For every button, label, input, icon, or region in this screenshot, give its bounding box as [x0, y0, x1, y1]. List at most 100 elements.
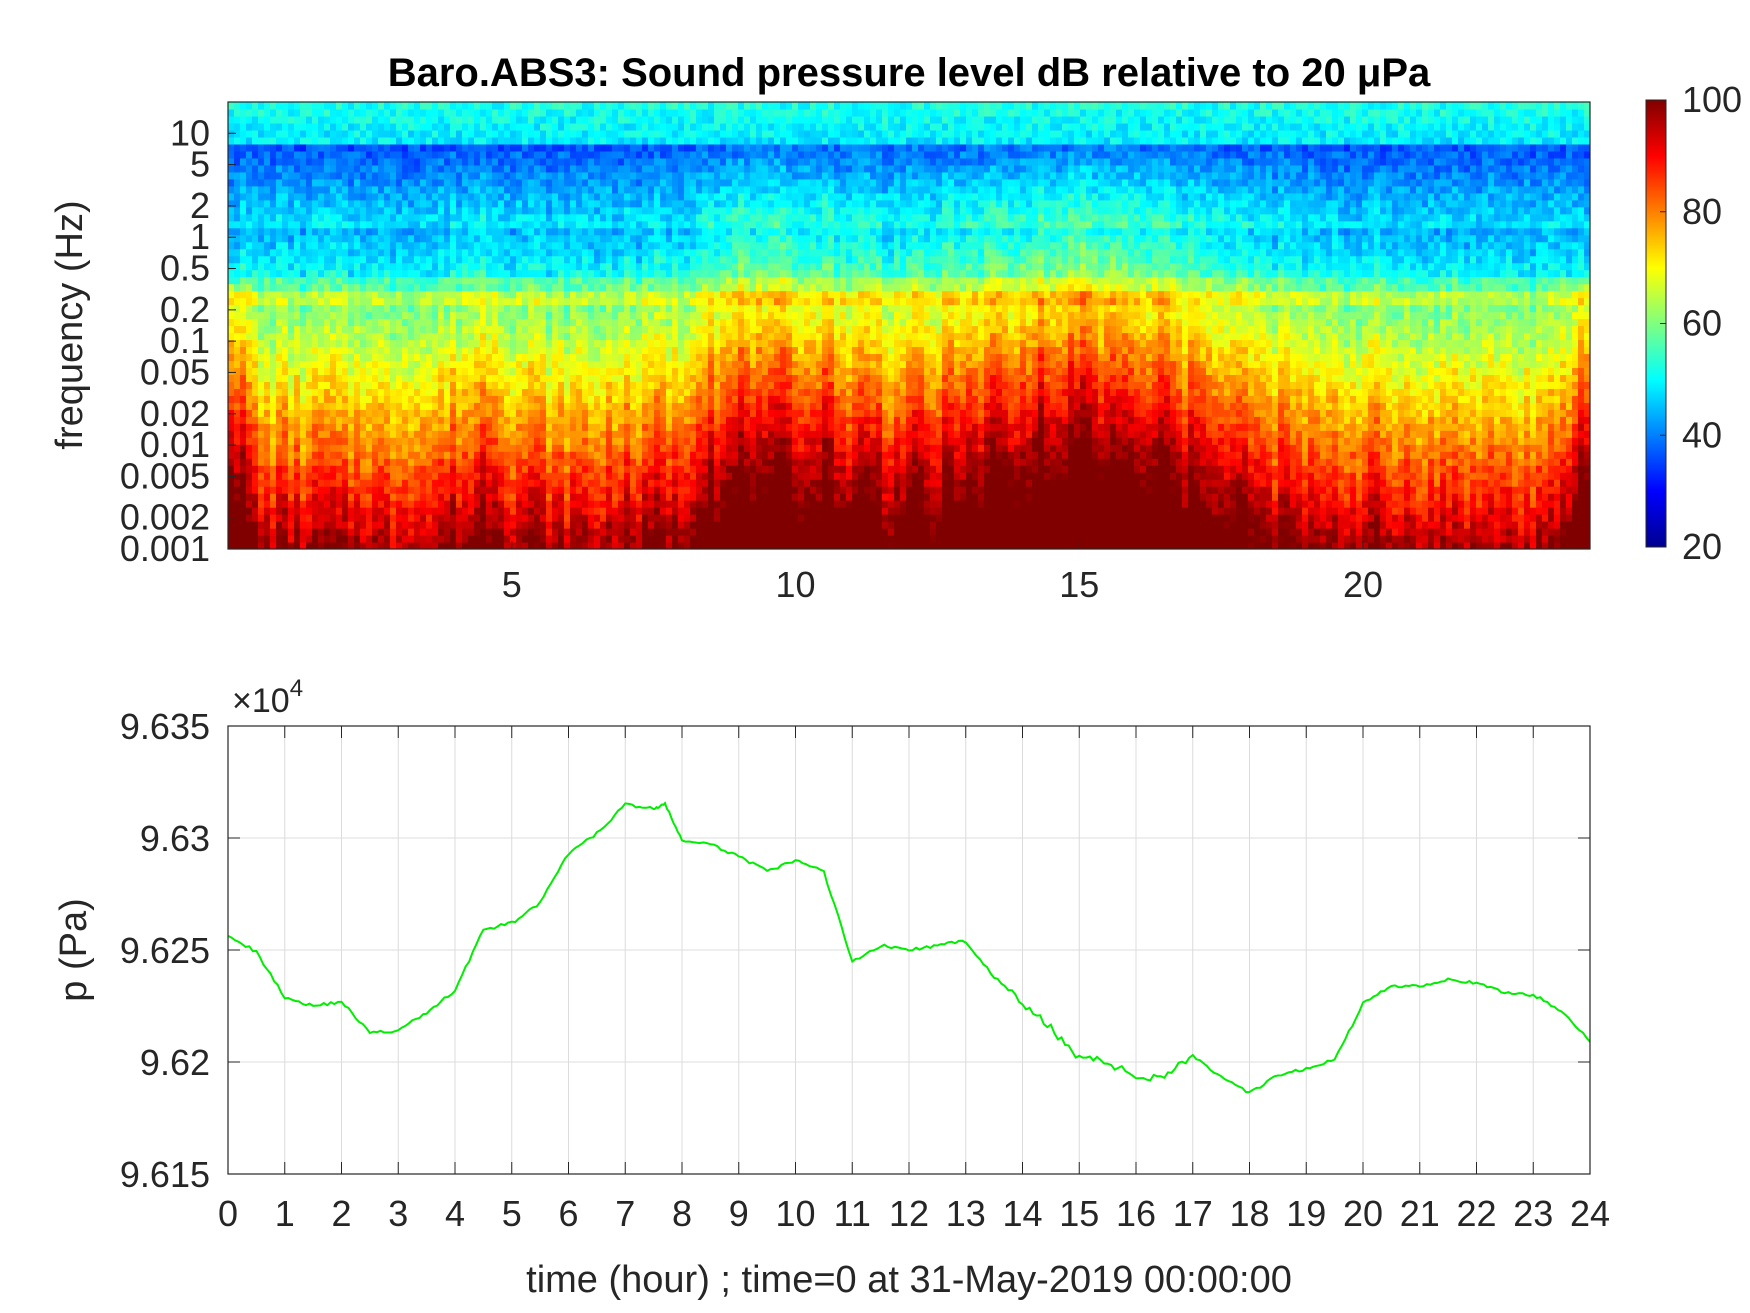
- spectrogram-cell: [342, 430, 349, 438]
- spectrogram-cell: [276, 374, 283, 382]
- spectrogram-cell: [612, 521, 619, 529]
- spectrogram-cell: [252, 521, 259, 529]
- spectrogram-cell: [678, 150, 685, 159]
- spectrogram-cell: [636, 164, 643, 173]
- spectrogram-cell: [684, 255, 691, 264]
- spectrogram-cell: [300, 339, 307, 348]
- spectrogram-cell: [492, 325, 499, 334]
- spectrogram-cell: [606, 437, 613, 445]
- spectrogram-cell: [654, 262, 661, 271]
- spectrogram-cell: [642, 227, 649, 236]
- spectrogram-cell: [306, 241, 313, 250]
- spectrogram-cell: [366, 290, 373, 299]
- spectrogram-cell: [588, 262, 595, 271]
- spectrogram-cell: [348, 171, 355, 180]
- spectrogram-cell: [300, 143, 307, 152]
- spectrogram-cell: [234, 276, 241, 285]
- spectrogram-cell: [294, 465, 301, 473]
- spectrogram-cell: [546, 297, 553, 306]
- spectrogram-cell: [300, 423, 307, 431]
- spectrogram-cell: [690, 129, 697, 138]
- spectrogram-cell: [666, 542, 673, 549]
- spectrogram-cell: [366, 206, 373, 215]
- spectrogram-cell: [600, 185, 607, 194]
- spectrogram-cell: [552, 472, 559, 480]
- spectrogram-cell: [690, 437, 697, 445]
- spectrogram-cell: [372, 388, 379, 396]
- spectrogram-cell: [390, 409, 397, 417]
- spectrogram-cell: [474, 423, 481, 431]
- spectrogram-cell: [480, 122, 487, 131]
- spectrogram-cell: [528, 304, 535, 313]
- spectrogram-cell: [522, 395, 529, 403]
- spectrogram-cell: [324, 472, 331, 480]
- spectrogram-cell: [282, 402, 289, 410]
- spectrogram-cell: [354, 171, 361, 180]
- spectrogram-cell: [486, 423, 493, 431]
- spectrogram-cell: [642, 283, 649, 292]
- spectrogram-cell: [264, 528, 271, 536]
- spectrogram-cell: [348, 206, 355, 215]
- spectrogram-cell: [468, 458, 475, 466]
- spectrogram-cell: [492, 486, 499, 494]
- spectrogram-cell: [510, 164, 517, 173]
- spectrogram-cell: [456, 178, 463, 187]
- spectrogram-cell: [270, 185, 277, 194]
- spectrogram-cell: [558, 542, 565, 549]
- spectrogram-cell: [522, 437, 529, 445]
- spectrogram-cell: [336, 297, 343, 306]
- spectrogram-cell: [492, 339, 499, 348]
- spectrogram-cell: [684, 493, 691, 501]
- spectrogram-cell: [306, 381, 313, 389]
- spectrogram-cell: [564, 493, 571, 501]
- spectrogram-cell: [294, 514, 301, 522]
- spectrogram-cell: [396, 304, 403, 313]
- spectrogram-cell: [594, 143, 601, 152]
- spectrogram-cell: [300, 234, 307, 243]
- spectrogram-cell: [666, 185, 673, 194]
- spectrogram-cell: [408, 409, 415, 417]
- spectrogram-cell: [510, 122, 517, 131]
- spectrogram-cell: [438, 423, 445, 431]
- spectrogram-cell: [522, 353, 529, 362]
- spectrogram-cell: [612, 255, 619, 264]
- spectrogram-cell: [618, 374, 625, 382]
- spectrogram-cell: [282, 269, 289, 278]
- spectrogram-cell: [348, 430, 355, 438]
- spectrogram-cell: [306, 108, 313, 117]
- spectrogram-cell: [432, 542, 439, 549]
- spectrogram-cell: [246, 171, 253, 180]
- spectrogram-cell: [306, 220, 313, 229]
- spectrogram-cell: [618, 430, 625, 438]
- spectrogram-cell: [306, 185, 313, 194]
- spectrogram-cell: [276, 451, 283, 459]
- spectrogram-cell: [312, 472, 319, 480]
- spectrogram-cell: [576, 241, 583, 250]
- spectrogram-cell: [456, 465, 463, 473]
- spectrogram-cell: [474, 458, 481, 466]
- spectrogram-cell: [642, 318, 649, 327]
- spectrogram-cell: [330, 521, 337, 529]
- spectrogram-cell: [330, 178, 337, 187]
- spectrogram-cell: [342, 206, 349, 215]
- spectrogram-cell: [348, 248, 355, 257]
- spectrogram-cell: [252, 248, 259, 257]
- spectrogram-cell: [372, 102, 379, 110]
- spectrogram-cell: [612, 486, 619, 494]
- spectrogram-cell: [318, 507, 325, 515]
- spectrogram-cell: [402, 129, 409, 138]
- spectrogram-cell: [624, 164, 631, 173]
- spectrogram-cell: [624, 486, 631, 494]
- spectrogram-cell: [612, 297, 619, 306]
- spectrogram-cell: [438, 486, 445, 494]
- spectrogram-cell: [336, 129, 343, 138]
- spectrogram-cell: [666, 486, 673, 494]
- spectrogram-cell: [510, 108, 517, 117]
- spectrogram-cell: [564, 444, 571, 452]
- spectrogram-cell: [594, 108, 601, 117]
- spectrogram-cell: [414, 234, 421, 243]
- spectrogram-cell: [684, 269, 691, 278]
- spectrogram-cell: [456, 276, 463, 285]
- spectrogram-cell: [606, 486, 613, 494]
- spectrogram-cell: [306, 395, 313, 403]
